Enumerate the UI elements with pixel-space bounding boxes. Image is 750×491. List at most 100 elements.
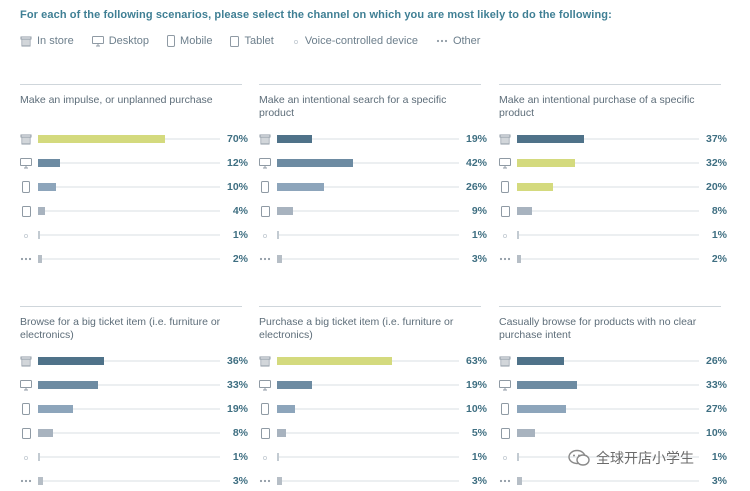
- chart-panel: Casually browse for products with no cle…: [499, 306, 727, 488]
- store-icon: [20, 133, 32, 145]
- bar-row: 3%: [499, 474, 727, 488]
- voice-icon: [499, 229, 511, 241]
- bar: [277, 381, 312, 389]
- bar-track: [517, 480, 699, 482]
- bar-value-label: 3%: [711, 475, 727, 487]
- chart-panel: Make an intentional search for a specifi…: [259, 84, 487, 266]
- panel-title: Purchase a big ticket item (i.e. furnitu…: [259, 316, 454, 341]
- bar: [517, 477, 522, 485]
- bar-row: 1%: [259, 450, 487, 464]
- bar: [38, 381, 98, 389]
- store-icon: [20, 355, 32, 367]
- bar-row: 19%: [20, 402, 248, 416]
- bar-track: [517, 408, 699, 410]
- panel-title: Browse for a big ticket item (i.e. furni…: [20, 316, 221, 341]
- bar-value-label: 26%: [465, 181, 487, 193]
- bar: [517, 159, 575, 167]
- bar: [277, 207, 293, 215]
- bar-value-label: 10%: [705, 427, 727, 439]
- mobile-icon: [499, 403, 511, 415]
- bar-track: [517, 234, 699, 236]
- bar-value-label: 33%: [705, 379, 727, 391]
- bar: [38, 231, 40, 239]
- other-icon: [499, 475, 511, 487]
- bar-row: 2%: [499, 252, 727, 266]
- bar-value-label: 70%: [226, 133, 248, 145]
- other-icon: [436, 39, 448, 43]
- legend-label: In store: [37, 35, 74, 47]
- bar-value-label: 32%: [705, 157, 727, 169]
- legend-label: Voice-controlled device: [304, 35, 418, 47]
- bar-track: [38, 432, 220, 434]
- desktop-icon: [499, 157, 511, 169]
- chart-panel: Make an impulse, or unplanned purchase 70…: [20, 84, 248, 265]
- bar-row: 26%: [499, 354, 727, 368]
- bar: [38, 357, 104, 365]
- voice-icon: [20, 451, 32, 463]
- bar-row: 3%: [259, 252, 487, 266]
- legend-item-desktop: Desktop: [91, 35, 150, 47]
- legend: In store Desktop Mobile Tablet Voice-con…: [20, 34, 498, 48]
- bar-track: [277, 480, 459, 482]
- tablet-icon: [20, 205, 32, 217]
- bar-value-label: 19%: [226, 403, 248, 415]
- bar-row: 3%: [259, 474, 487, 488]
- bar-value-label: 2%: [711, 253, 727, 265]
- voice-icon: [259, 229, 271, 241]
- bar-value-label: 10%: [226, 181, 248, 193]
- bar-track: [277, 258, 459, 260]
- bar-track: [277, 384, 459, 386]
- bar-value-label: 33%: [226, 379, 248, 391]
- legend-item-tablet: Tablet: [230, 35, 274, 47]
- bar-row: 8%: [20, 426, 248, 440]
- bar: [38, 429, 53, 437]
- bar-value-label: 1%: [471, 229, 487, 241]
- bar-row: 4%: [20, 204, 248, 218]
- bar-value-label: 9%: [471, 205, 487, 217]
- desktop-icon: [499, 379, 511, 391]
- bar: [277, 405, 295, 413]
- bar-row: 33%: [20, 378, 248, 392]
- legend-label: Desktop: [108, 35, 150, 47]
- bar-track: [517, 162, 699, 164]
- bar-value-label: 27%: [705, 403, 727, 415]
- bar-value-label: 19%: [465, 379, 487, 391]
- bar: [277, 357, 392, 365]
- bar-track: [517, 384, 699, 386]
- desktop-icon: [20, 379, 32, 391]
- bar-row: 32%: [499, 156, 727, 170]
- voice-icon: [292, 36, 300, 46]
- bar-track: [517, 360, 699, 362]
- chart-panel: Purchase a big ticket item (i.e. furnitu…: [259, 306, 487, 488]
- bar-track: [38, 210, 220, 212]
- bar: [517, 405, 566, 413]
- bar-value-label: 1%: [711, 229, 727, 241]
- bar-track: [517, 210, 699, 212]
- bar-row: 26%: [259, 180, 487, 194]
- bar: [277, 231, 279, 239]
- panel-divider: [499, 306, 721, 307]
- bar-value-label: 8%: [232, 427, 248, 439]
- bar-row: 1%: [20, 228, 248, 242]
- mobile-icon: [20, 181, 32, 193]
- bar: [38, 207, 45, 215]
- panel-title: Casually browse for products with no cle…: [499, 316, 697, 341]
- bar-row: 1%: [499, 228, 727, 242]
- voice-icon: [259, 451, 271, 463]
- bar-row: 3%: [20, 474, 248, 488]
- bar-track: [277, 138, 459, 140]
- bar: [517, 429, 535, 437]
- panel-divider: [259, 84, 481, 85]
- bar-track: [38, 456, 220, 458]
- legend-label: Other: [452, 35, 481, 47]
- bar-value-label: 42%: [465, 157, 487, 169]
- bar-value-label: 19%: [465, 133, 487, 145]
- tablet-icon: [230, 35, 240, 47]
- bar: [38, 453, 40, 461]
- bar-value-label: 63%: [465, 355, 487, 367]
- bar-value-label: 20%: [705, 181, 727, 193]
- bar-track: [277, 234, 459, 236]
- watermark: 全球开店小学生: [568, 449, 694, 467]
- bar: [277, 159, 353, 167]
- mobile-icon: [499, 181, 511, 193]
